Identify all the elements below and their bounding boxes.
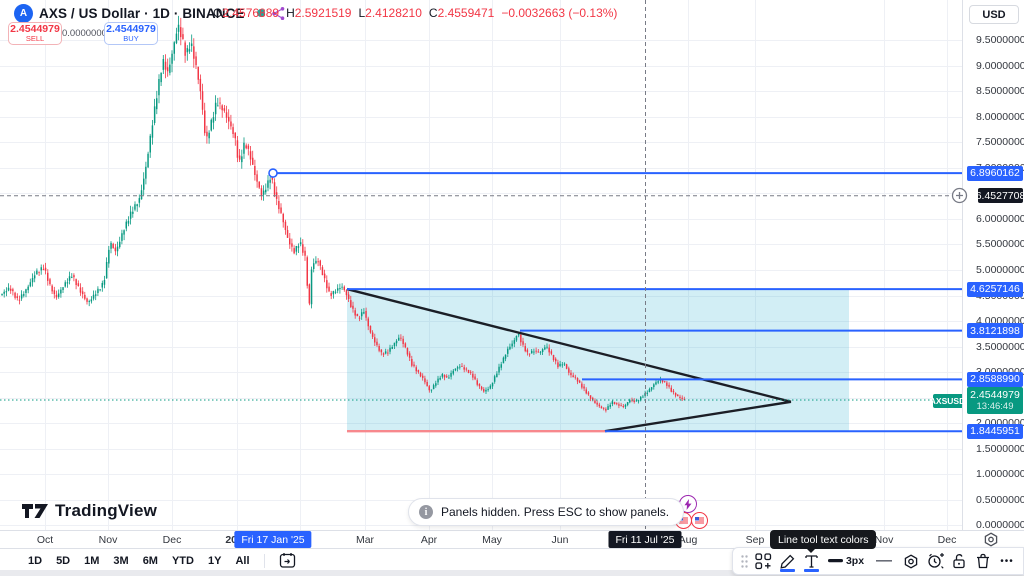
bar-countdown: 13:46:49	[976, 400, 1014, 412]
lock-icon[interactable]	[947, 549, 971, 573]
price-axis[interactable]: USD 9.5000000 9.0000000 8.5000000 8.0000000…	[962, 0, 1024, 530]
price-line-label: 3.8121898	[967, 323, 1023, 339]
buy-sell-widget: 2.4544979 SELL 0.0000000 2.4544979 BUY	[8, 22, 158, 45]
price-tick: 1.0000000	[976, 468, 1024, 481]
share-icon[interactable]	[271, 6, 286, 21]
range-ytd[interactable]: YTD	[171, 554, 194, 567]
price-tick: 9.0000000	[976, 59, 1024, 72]
range-1d[interactable]: 1D	[28, 554, 43, 567]
buy-button[interactable]: 2.4544979 BUY	[104, 22, 158, 45]
price-tick: 5.5000000	[976, 238, 1024, 251]
text-color-button[interactable]	[799, 549, 823, 573]
price-line-label: 1.8445951	[967, 423, 1023, 439]
time-tick: Oct	[36, 534, 54, 546]
change-value: −0.0032663 (−0.13%)	[501, 6, 618, 20]
time-tick: Aug	[678, 534, 698, 546]
line-width-button[interactable]: 3px	[823, 549, 869, 573]
range-5d[interactable]: 5D	[56, 554, 71, 567]
symbol-price-tag: AXSUSD	[929, 394, 966, 408]
low-value: 2.4128210	[365, 6, 422, 20]
time-tick: Sep	[745, 534, 765, 546]
notification-text: Panels hidden. Press ESC to show panels.	[441, 505, 670, 519]
close-value: 2.4559471	[437, 6, 495, 20]
candlestick-chart-surface[interactable]	[0, 0, 962, 530]
time-axis[interactable]: OctNovDec2025FebMarAprMayJunAugSepNovDec…	[0, 530, 1024, 548]
crosshair-date-label: Fri 11 Jul '25	[608, 531, 682, 548]
time-tick: Nov	[874, 534, 894, 546]
tooltip: Line tool text colors	[770, 530, 877, 549]
divider	[263, 553, 265, 568]
add-alert-plus-icon[interactable]	[949, 185, 970, 206]
panels-hidden-notification[interactable]: i Panels hidden. Press ESC to show panel…	[408, 498, 685, 526]
template-add-button[interactable]	[751, 549, 775, 573]
price-tick: 0.0000000	[976, 519, 1024, 530]
symbol-title[interactable]: AXS / US Dollar · 1D · BINANCE	[39, 5, 245, 21]
time-tick: Dec	[937, 534, 957, 546]
line-style-button[interactable]	[869, 549, 899, 573]
line-width-value: 3px	[845, 555, 865, 567]
add-alert-clock-icon[interactable]	[923, 549, 947, 573]
range-3m[interactable]: 3M	[113, 554, 129, 567]
price-line-label: 4.6257146	[967, 281, 1023, 297]
ohlc-readout: O2.4576889 H2.5921519 L2.4128210 C2.4559…	[213, 6, 618, 20]
high-value: 2.5921519	[294, 6, 352, 20]
delete-trash-icon[interactable]	[971, 549, 995, 573]
live-price-label: 2.4544979 13:46:49	[967, 387, 1023, 415]
go-to-date-calendar-icon[interactable]	[279, 552, 296, 569]
tradingview-logo[interactable]: TradingView	[22, 501, 157, 521]
text-color-swatch	[803, 569, 819, 572]
chart-legend-header: A AXS / US Dollar · 1D · BINANCE	[14, 2, 286, 24]
price-tick: 3.5000000	[976, 340, 1024, 353]
range-all[interactable]: All	[235, 554, 250, 567]
line-color-button[interactable]	[775, 549, 799, 573]
line-color-swatch	[779, 569, 795, 572]
price-tick: 8.0000000	[976, 110, 1024, 123]
tradingview-wordmark: TradingView	[55, 501, 158, 520]
market-status-dot-icon[interactable]	[256, 9, 265, 17]
price-tick: 9.5000000	[976, 34, 1024, 46]
info-icon: i	[419, 505, 433, 519]
time-tick: Jun	[551, 534, 569, 546]
tooltip-arrow	[806, 548, 816, 553]
open-value: 2.4576889	[222, 6, 280, 20]
time-tick: May	[482, 534, 502, 546]
economic-event-flag-icon[interactable]	[691, 512, 708, 529]
time-tick: Dec	[162, 534, 182, 546]
range-6m[interactable]: 6M	[142, 554, 158, 567]
time-tick: Nov	[98, 534, 118, 546]
price-tick: 6.0000000	[976, 212, 1024, 225]
window-bottom-strip	[0, 570, 1024, 576]
currency-toggle-button[interactable]: USD	[969, 5, 1019, 24]
price-tick: 5.0000000	[976, 263, 1024, 276]
drawing-settings-gear-icon[interactable]	[899, 549, 923, 573]
time-axis-settings-gear-icon[interactable]	[983, 532, 999, 547]
sell-button[interactable]: 2.4544979 SELL	[8, 22, 62, 45]
price-tick: 7.5000000	[976, 136, 1024, 149]
price-line-label: 2.8588990	[967, 371, 1023, 387]
price-tick: 0.5000000	[976, 493, 1024, 506]
date-range-switcher: 1D 5D 1M 3M 6M YTD 1Y All	[28, 552, 296, 569]
time-tick: Mar	[355, 534, 375, 546]
time-tick: Apr	[420, 534, 438, 546]
live-price-value: 2.4544979	[970, 388, 1020, 401]
price-tick: 8.5000000	[976, 85, 1024, 98]
drawing-toolbar: 3px •••	[732, 547, 1024, 575]
symbol-logo[interactable]: A	[14, 3, 33, 23]
range-1y[interactable]: 1Y	[207, 554, 222, 567]
toolbar-drag-handle[interactable]	[737, 549, 751, 573]
more-options-button[interactable]: •••	[1000, 555, 1014, 567]
crosshair-price-label: 6.4527708	[975, 188, 1024, 204]
range-1m[interactable]: 1M	[84, 554, 100, 567]
tradingview-mark-icon	[22, 504, 48, 518]
price-tick: 1.5000000	[976, 442, 1024, 455]
price-line-label: 6.8960162	[967, 165, 1023, 181]
drawing-anchor-date-label: Fri 17 Jan '25	[234, 531, 312, 548]
spread-value: 0.0000000	[62, 28, 107, 39]
